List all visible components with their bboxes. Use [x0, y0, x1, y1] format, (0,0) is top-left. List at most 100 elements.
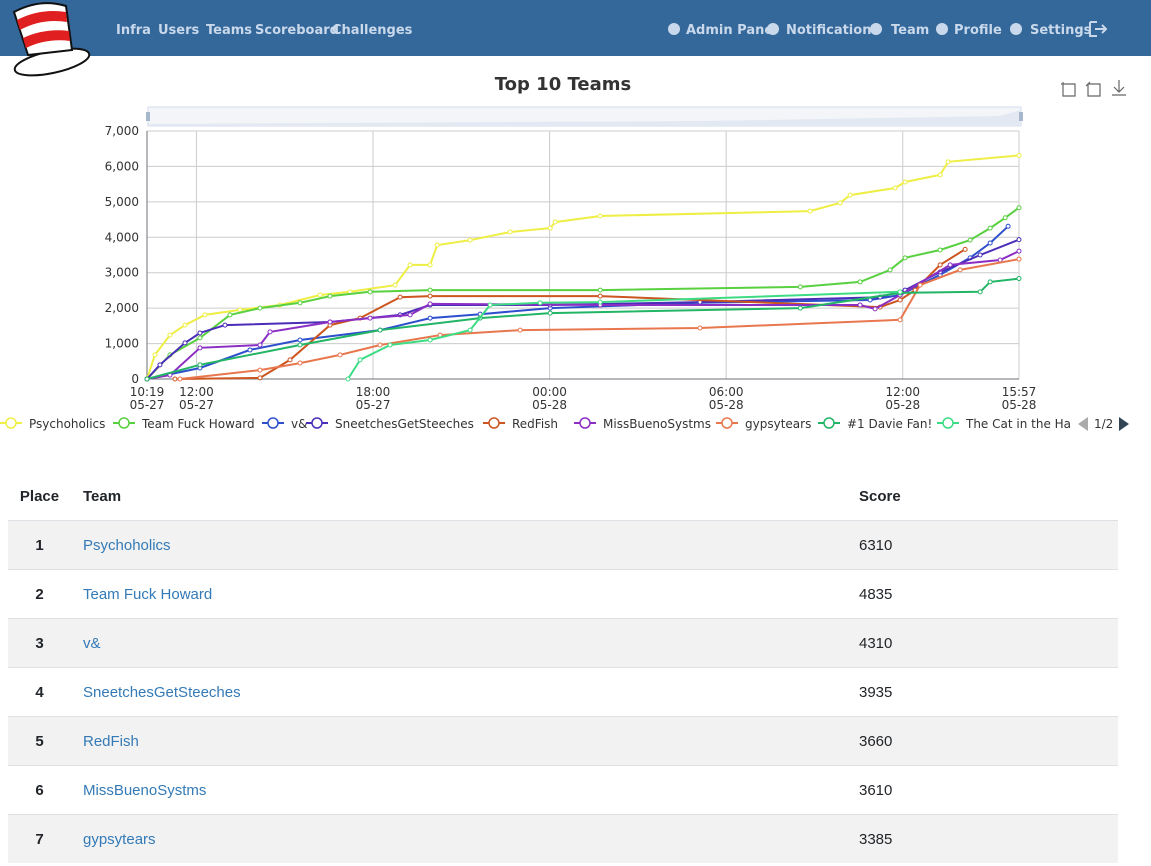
legend-label[interactable]: gypsytears	[745, 417, 811, 431]
table-cell: v&	[71, 618, 859, 668]
legend-icon[interactable]	[311, 417, 323, 429]
header-row: Place Team Score	[8, 472, 1118, 521]
legend-icon[interactable]	[488, 417, 500, 429]
legend-next[interactable]	[1119, 417, 1129, 431]
nav-link[interactable]: Team	[891, 23, 929, 38]
nav-link[interactable]: Admin Panel	[686, 23, 778, 38]
y-tick-label: 0	[131, 372, 139, 386]
data-point	[167, 332, 173, 338]
legend-label[interactable]: #1 Davie Fan!	[847, 417, 932, 431]
table-cell: 4310	[859, 618, 1118, 668]
legend-prev[interactable]	[1078, 417, 1088, 431]
legend-icon[interactable]	[267, 417, 279, 429]
data-point	[297, 360, 303, 366]
data-point	[182, 322, 188, 328]
team-link[interactable]: gypsytears	[83, 830, 156, 848]
legend-icon[interactable]	[721, 417, 733, 429]
nav-link[interactable]: Settings	[1030, 23, 1092, 38]
team-link[interactable]: RedFish	[83, 732, 139, 750]
table-cell: 4	[8, 667, 71, 717]
legend-label[interactable]: v&	[291, 417, 307, 431]
data-point	[597, 293, 603, 299]
data-point	[1016, 205, 1022, 211]
x-tick-label: 10:19 05-27	[130, 385, 165, 412]
table-row: 3 v& 4310	[8, 618, 1118, 668]
data-point	[547, 310, 553, 316]
data-point	[897, 317, 903, 323]
legend-label[interactable]: Psychoholics	[29, 417, 105, 431]
nav-link[interactable]: Notifications	[786, 23, 879, 38]
nav-link[interactable]: Profile	[954, 23, 1002, 38]
legend-icon[interactable]	[579, 417, 591, 429]
data-point	[962, 246, 968, 252]
data-point	[427, 287, 433, 293]
table-cell: 3660	[859, 716, 1118, 766]
data-point	[902, 179, 908, 185]
data-point	[197, 335, 203, 341]
toolbox[interactable]	[1061, 80, 1126, 97]
team-link[interactable]: Team Fuck Howard	[83, 585, 213, 603]
table-cell: Team Fuck Howard	[71, 569, 859, 619]
data-point	[257, 375, 263, 381]
series-line	[179, 258, 1020, 380]
legend-label[interactable]: SneetchesGetSteeches	[335, 417, 474, 431]
legend-icon[interactable]	[823, 417, 835, 429]
team-link[interactable]: MissBuenoSystms	[83, 781, 207, 799]
data-point	[547, 225, 553, 231]
legend-label[interactable]: RedFish	[512, 417, 558, 431]
table-cell: 6	[8, 765, 71, 815]
data-point	[977, 289, 983, 295]
data-point	[387, 342, 393, 348]
nav-link[interactable]: Infra	[116, 23, 151, 38]
table-cell: 4835	[859, 569, 1118, 619]
team-link[interactable]: v&	[83, 634, 101, 652]
data-point	[427, 315, 433, 321]
data-point	[1016, 152, 1022, 158]
x-tick-label: 15:57 05-28	[1002, 385, 1037, 412]
data-point	[197, 362, 203, 368]
data-point	[327, 293, 333, 299]
data-point	[987, 279, 993, 285]
table-cell: SneetchesGetSteeches	[71, 667, 859, 717]
team-link[interactable]: Psychoholics	[83, 536, 171, 554]
x-tick-label: 18:00 05-27	[356, 385, 391, 412]
data-zoom[interactable]	[146, 106, 1023, 127]
table-cell: 2	[8, 569, 71, 619]
series-line	[146, 154, 1020, 380]
table-cell: 5	[8, 716, 71, 766]
data-point	[937, 262, 943, 268]
legend-label[interactable]: The Cat in the Hat	[965, 417, 1076, 431]
logout-icon[interactable]	[1089, 21, 1108, 37]
legend-icon[interactable]	[118, 417, 130, 429]
data-point	[222, 322, 228, 328]
legend-icon[interactable]	[5, 417, 17, 429]
data-point	[397, 294, 403, 300]
nav-link[interactable]: Users	[158, 23, 200, 38]
series-line	[146, 250, 1020, 380]
data-point	[807, 208, 813, 214]
data-point	[937, 247, 943, 253]
y-tick-label: 7,000	[105, 124, 139, 138]
legend-icon[interactable]	[942, 417, 954, 429]
nav-link[interactable]: Challenges	[332, 23, 413, 38]
data-point	[257, 342, 263, 348]
data-point	[202, 312, 208, 318]
table-cell: Psychoholics	[71, 520, 859, 570]
data-point	[427, 293, 433, 299]
data-point	[257, 367, 263, 373]
logo[interactable]	[12, 2, 92, 81]
legend-page: 1/2	[1094, 417, 1113, 431]
data-point	[407, 262, 413, 268]
series-line	[146, 238, 1020, 380]
legend-label[interactable]: MissBuenoSystms	[603, 417, 711, 431]
nav-link[interactable]: Teams	[206, 23, 252, 38]
data-point	[537, 300, 543, 306]
nav-link[interactable]: Scoreboard	[255, 23, 339, 38]
legend-label[interactable]: Team Fuck Howard	[141, 417, 255, 431]
team-link[interactable]: SneetchesGetSteeches	[83, 683, 241, 701]
data-point	[172, 376, 178, 382]
data-point	[144, 376, 150, 382]
data-point	[837, 200, 843, 206]
x-tick-label: 12:00 05-27	[179, 385, 214, 412]
